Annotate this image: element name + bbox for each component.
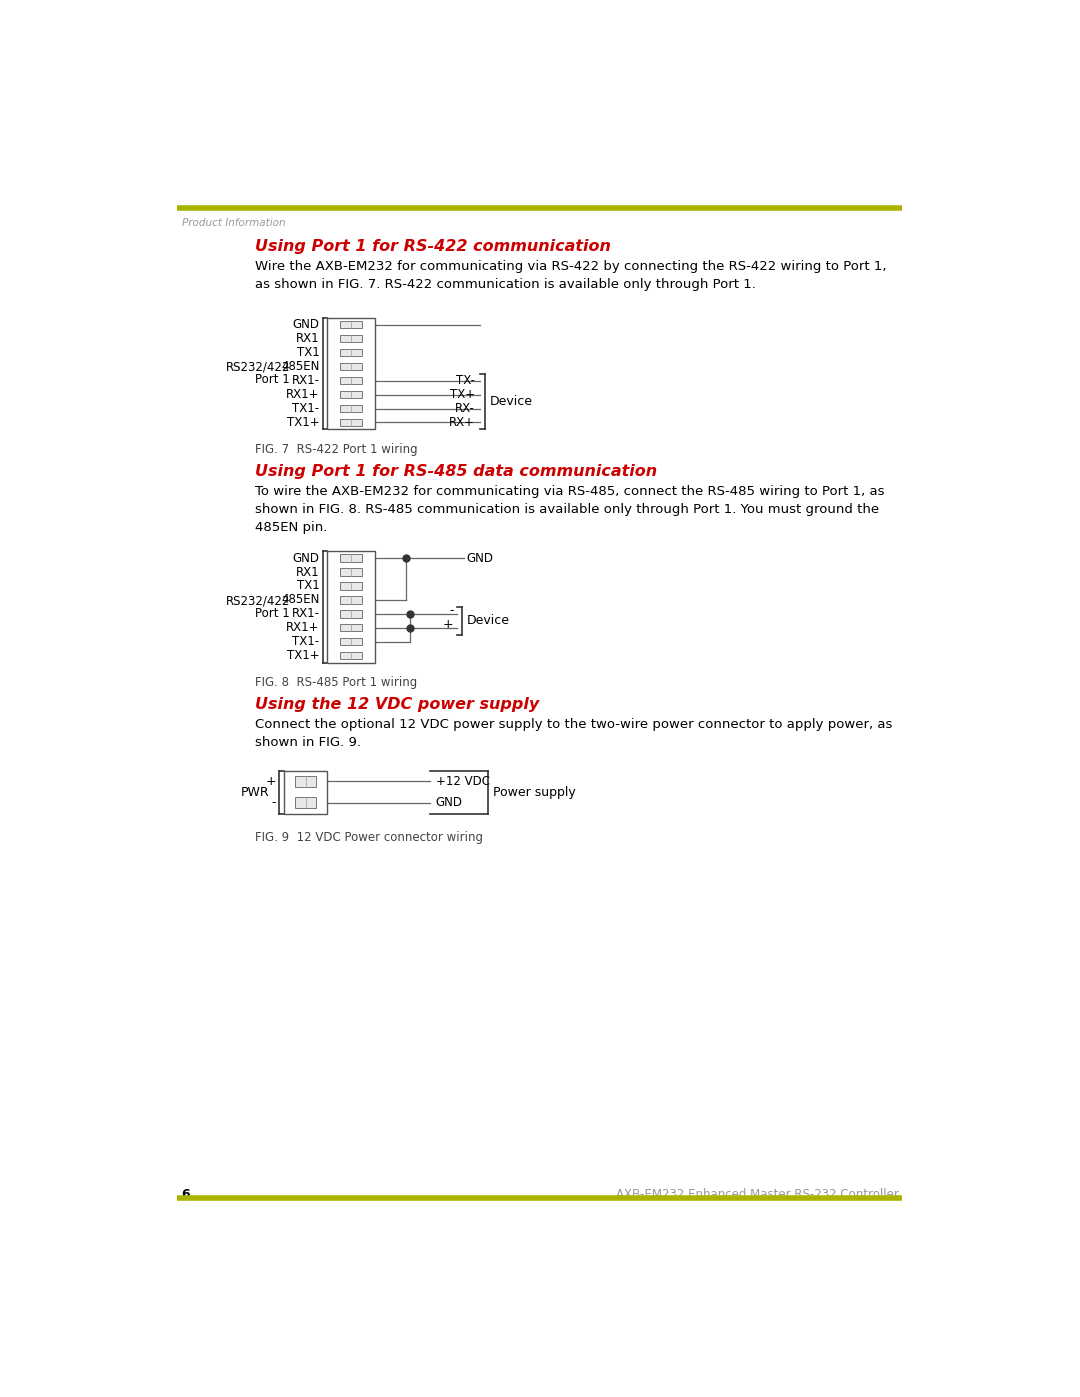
Bar [295,798,316,809]
Bar [340,555,362,562]
Bar [340,377,362,384]
Text: RX+: RX+ [449,416,475,429]
Text: Power supply: Power supply [494,785,576,799]
Text: To wire the AXB-EM232 for communicating via RS-485, connect the RS-485 wiring to: To wire the AXB-EM232 for communicating … [255,485,885,534]
Text: FIG. 9  12 VDC Power connector wiring: FIG. 9 12 VDC Power connector wiring [255,831,483,844]
Bar [340,391,362,398]
Text: RS232/422: RS232/422 [226,360,291,374]
Text: GND: GND [467,552,494,564]
Text: 6: 6 [181,1187,190,1201]
Text: FIG. 7  RS-422 Port 1 wiring: FIG. 7 RS-422 Port 1 wiring [255,443,418,457]
Text: RX-: RX- [456,402,475,415]
Text: +12 VDC: +12 VDC [435,775,489,788]
Text: TX1+: TX1+ [287,650,320,662]
Bar [340,610,362,617]
Bar [340,349,362,356]
Text: Port 1: Port 1 [255,606,291,620]
Text: 485EN: 485EN [281,360,320,373]
Bar [340,638,362,645]
Text: RX1: RX1 [296,566,320,578]
Text: AXB-EM232 Enhanced Master RS-232 Controller: AXB-EM232 Enhanced Master RS-232 Control… [616,1187,899,1201]
Text: TX1+: TX1+ [287,416,320,429]
Text: RX1-: RX1- [292,608,320,620]
Bar [340,419,362,426]
Bar [284,771,327,813]
Text: TX+: TX+ [450,388,475,401]
Bar [340,624,362,631]
Text: PWR: PWR [241,785,270,799]
Bar [327,550,375,662]
Text: RX1+: RX1+ [286,388,320,401]
Bar [295,775,316,787]
Bar [340,652,362,659]
Bar [340,363,362,370]
Bar [327,317,375,429]
Text: TX-: TX- [456,374,475,387]
Text: TX1-: TX1- [293,402,320,415]
Text: GND: GND [435,796,462,809]
Text: Port 1: Port 1 [255,373,291,387]
Bar [340,583,362,590]
Text: RX1-: RX1- [292,374,320,387]
Text: GND: GND [293,552,320,564]
Text: +: + [443,617,454,631]
Text: RS232/422: RS232/422 [226,594,291,608]
Text: FIG. 8  RS-485 Port 1 wiring: FIG. 8 RS-485 Port 1 wiring [255,676,417,689]
Text: -: - [449,604,454,617]
Text: Device: Device [467,615,510,627]
Text: TX1-: TX1- [293,636,320,648]
Text: Connect the optional 12 VDC power supply to the two-wire power connector to appl: Connect the optional 12 VDC power supply… [255,718,892,749]
Text: Wire the AXB-EM232 for communicating via RS-422 by connecting the RS-422 wiring : Wire the AXB-EM232 for communicating via… [255,260,887,291]
Bar [340,321,362,328]
Bar [340,597,362,604]
Text: RX1: RX1 [296,332,320,345]
Text: TX1: TX1 [297,580,320,592]
Text: Using the 12 VDC power supply: Using the 12 VDC power supply [255,697,539,712]
Text: Using Port 1 for RS-485 data communication: Using Port 1 for RS-485 data communicati… [255,464,658,479]
Text: RX1+: RX1+ [286,622,320,634]
Bar [340,405,362,412]
Text: +: + [266,775,276,788]
Text: TX1: TX1 [297,346,320,359]
Text: Product Information: Product Information [181,218,285,228]
Text: 485EN: 485EN [281,594,320,606]
Text: -: - [271,796,276,809]
Text: Using Port 1 for RS-422 communication: Using Port 1 for RS-422 communication [255,239,611,254]
Text: Device: Device [490,395,532,408]
Bar [340,335,362,342]
Text: GND: GND [293,319,320,331]
Bar [340,569,362,576]
